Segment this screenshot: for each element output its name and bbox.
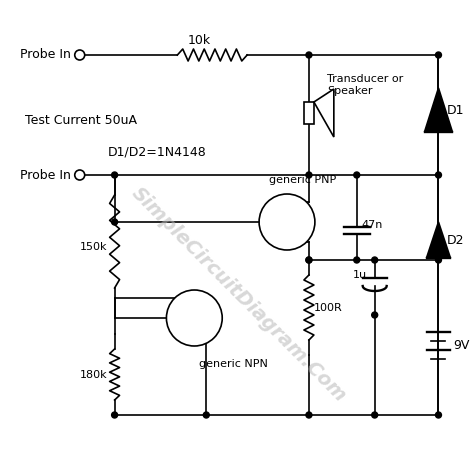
Text: Probe In: Probe In	[20, 48, 71, 61]
Circle shape	[75, 170, 85, 180]
Text: 180k: 180k	[80, 370, 107, 379]
Text: D2: D2	[447, 234, 464, 247]
Circle shape	[111, 172, 118, 178]
Text: 1u: 1u	[353, 270, 367, 280]
Circle shape	[306, 172, 312, 178]
Circle shape	[372, 312, 378, 318]
Text: D1/D2=1N4148: D1/D2=1N4148	[108, 146, 206, 159]
Circle shape	[436, 172, 441, 178]
Text: Transducer or
Speaker: Transducer or Speaker	[327, 74, 403, 96]
Circle shape	[111, 219, 118, 225]
Circle shape	[372, 257, 378, 263]
Text: Test Current 50uA: Test Current 50uA	[25, 113, 137, 126]
Text: 9V: 9V	[454, 338, 470, 351]
Circle shape	[354, 172, 360, 178]
Circle shape	[75, 50, 85, 60]
Polygon shape	[425, 88, 452, 132]
Text: SimpleCircuitDiagram.Com: SimpleCircuitDiagram.Com	[128, 184, 350, 406]
Circle shape	[372, 412, 378, 418]
Bar	[304, 102, 314, 124]
Circle shape	[354, 257, 360, 263]
Circle shape	[436, 412, 441, 418]
Circle shape	[111, 412, 118, 418]
Text: 150k: 150k	[80, 242, 107, 252]
Circle shape	[306, 52, 312, 58]
Circle shape	[436, 255, 441, 261]
Polygon shape	[314, 89, 334, 137]
Text: 47n: 47n	[362, 220, 383, 230]
Text: generic NPN: generic NPN	[199, 359, 268, 369]
Circle shape	[306, 257, 312, 263]
Text: 10k: 10k	[188, 35, 211, 47]
Text: 100R: 100R	[314, 302, 343, 313]
Text: generic PNP: generic PNP	[269, 175, 337, 185]
Text: Probe In: Probe In	[20, 169, 71, 182]
Circle shape	[203, 412, 209, 418]
Text: D1: D1	[447, 104, 464, 117]
Circle shape	[306, 257, 312, 263]
Circle shape	[436, 257, 441, 263]
Circle shape	[259, 194, 315, 250]
Circle shape	[306, 412, 312, 418]
Circle shape	[436, 52, 441, 58]
Circle shape	[166, 290, 222, 346]
Polygon shape	[427, 222, 450, 258]
